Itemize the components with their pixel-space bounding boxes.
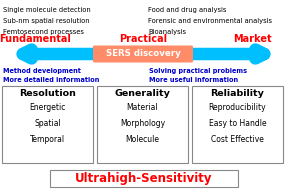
- Text: Method development: Method development: [3, 68, 81, 74]
- Text: Material: Material: [127, 103, 158, 112]
- Text: Molecule: Molecule: [125, 135, 160, 144]
- Text: Temporal: Temporal: [30, 135, 65, 144]
- Text: Sub-nm spatial resolution: Sub-nm spatial resolution: [3, 18, 90, 24]
- Bar: [50, 170, 238, 187]
- Text: Solving practical problems: Solving practical problems: [149, 68, 247, 74]
- Text: Single molecule detection: Single molecule detection: [3, 7, 91, 13]
- Text: Ultrahigh-Sensitivity: Ultrahigh-Sensitivity: [75, 172, 213, 185]
- Text: SERS discovery: SERS discovery: [106, 50, 180, 59]
- Text: Bioanalysis: Bioanalysis: [148, 29, 186, 35]
- Text: Reproducibility: Reproducibility: [209, 103, 266, 112]
- Text: Spatial: Spatial: [34, 119, 61, 128]
- Text: Femtosecond processes: Femtosecond processes: [3, 29, 84, 35]
- Text: More detailed information: More detailed information: [3, 77, 99, 83]
- Text: Resolution: Resolution: [19, 89, 76, 98]
- Text: Fundamental: Fundamental: [0, 34, 71, 44]
- Text: Market: Market: [233, 34, 271, 44]
- Text: Reliability: Reliability: [211, 89, 264, 98]
- Text: Morphology: Morphology: [120, 119, 165, 128]
- Text: More useful information: More useful information: [149, 77, 238, 83]
- Text: Cost Effective: Cost Effective: [211, 135, 264, 144]
- Text: Easy to Handle: Easy to Handle: [209, 119, 266, 128]
- Text: Practical: Practical: [119, 34, 167, 44]
- FancyBboxPatch shape: [93, 46, 193, 63]
- Bar: [97, 86, 188, 163]
- Bar: [2, 86, 93, 163]
- Text: Forensic and environmental analysis: Forensic and environmental analysis: [148, 18, 272, 24]
- Text: Generality: Generality: [115, 89, 170, 98]
- Text: Energetic: Energetic: [29, 103, 66, 112]
- Bar: [192, 86, 283, 163]
- Text: Food and drug analysis: Food and drug analysis: [148, 7, 226, 13]
